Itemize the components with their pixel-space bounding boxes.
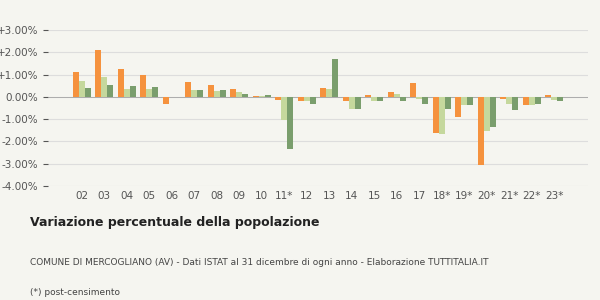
Bar [461, 97, 467, 105]
Bar [118, 69, 124, 97]
Bar [298, 97, 304, 101]
Bar [529, 97, 535, 105]
Bar [185, 82, 191, 97]
Bar [400, 97, 406, 101]
Bar [355, 97, 361, 109]
Bar [416, 97, 422, 99]
Bar [95, 50, 101, 97]
Bar [275, 97, 281, 100]
Bar [208, 85, 214, 97]
Bar [197, 90, 203, 97]
Bar [484, 97, 490, 131]
Bar [535, 97, 541, 104]
Bar [163, 97, 169, 104]
Bar [545, 94, 551, 97]
Bar [410, 83, 416, 97]
Bar [124, 89, 130, 97]
Text: COMUNE DI MERCOGLIANO (AV) - Dati ISTAT al 31 dicembre di ogni anno - Elaborazio: COMUNE DI MERCOGLIANO (AV) - Dati ISTAT … [30, 258, 488, 267]
Text: (*) post-censimento: (*) post-censimento [30, 288, 120, 297]
Bar [388, 92, 394, 97]
Bar [433, 97, 439, 133]
Bar [455, 97, 461, 117]
Text: Variazione percentuale della popolazione: Variazione percentuale della popolazione [30, 216, 320, 229]
Bar [445, 97, 451, 109]
Bar [130, 86, 136, 97]
Bar [377, 97, 383, 101]
Bar [253, 96, 259, 97]
Bar [242, 94, 248, 97]
Bar [265, 94, 271, 97]
Bar [478, 97, 484, 165]
Bar [523, 97, 529, 105]
Bar [326, 89, 332, 97]
Bar [500, 97, 506, 99]
Bar [140, 75, 146, 97]
Bar [220, 90, 226, 97]
Bar [107, 85, 113, 97]
Bar [304, 97, 310, 101]
Bar [506, 97, 512, 104]
Bar [85, 88, 91, 97]
Bar [259, 96, 265, 97]
Bar [557, 97, 563, 101]
Bar [394, 94, 400, 97]
Bar [287, 97, 293, 149]
Bar [332, 59, 338, 97]
Bar [343, 97, 349, 101]
Bar [152, 87, 158, 97]
Bar [310, 97, 316, 104]
Bar [371, 97, 377, 101]
Bar [230, 89, 236, 97]
Bar [551, 97, 557, 100]
Bar [101, 77, 107, 97]
Bar [490, 97, 496, 127]
Bar [73, 72, 79, 97]
Bar [349, 97, 355, 109]
Bar [320, 88, 326, 97]
Bar [146, 89, 152, 97]
Bar [281, 97, 287, 120]
Bar [191, 90, 197, 97]
Bar [365, 94, 371, 97]
Bar [422, 97, 428, 104]
Bar [236, 92, 242, 97]
Bar [214, 91, 220, 97]
Bar [439, 97, 445, 134]
Bar [79, 81, 85, 97]
Bar [512, 97, 518, 110]
Bar [467, 97, 473, 105]
